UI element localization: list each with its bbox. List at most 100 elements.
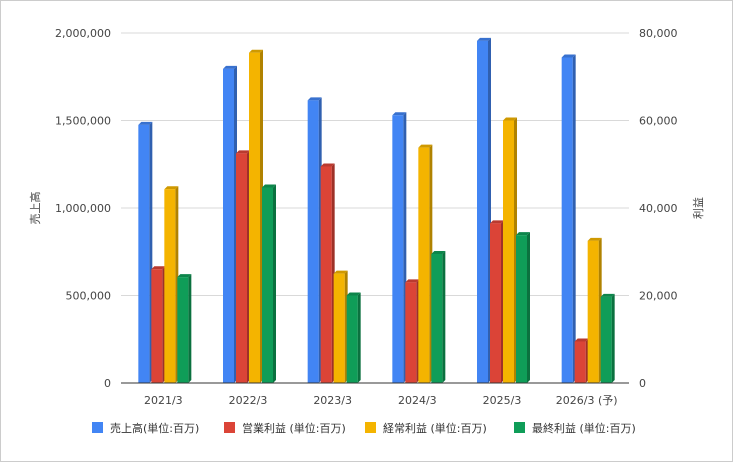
- bar-face: [236, 153, 247, 383]
- bar: [600, 293, 615, 383]
- category-label: 2026/3 (予): [556, 394, 618, 407]
- legend-item: 売上高(単位:百万): [92, 421, 199, 435]
- bar: [223, 65, 237, 383]
- bar: [477, 37, 491, 383]
- bar: [236, 150, 250, 383]
- category-labels: 2021/3 2022/3 2023/3 2024/3 2025/3 2026/3 (予): [144, 394, 618, 407]
- bar: [392, 112, 407, 383]
- bar: [405, 279, 420, 383]
- legend-swatch: [224, 422, 235, 433]
- bar-top: [320, 163, 335, 167]
- bar: [320, 163, 335, 383]
- bar: [177, 274, 192, 383]
- bar-side: [611, 293, 615, 383]
- left-tick-label: 1,000,000: [55, 202, 111, 215]
- left-axis-title: 売上高: [28, 192, 42, 225]
- bar-top: [574, 338, 589, 342]
- bar: [249, 49, 263, 383]
- left-tick-label: 500,000: [66, 290, 112, 303]
- bar-face: [490, 223, 501, 383]
- bar-face: [418, 147, 430, 383]
- bar-side: [442, 250, 446, 383]
- bar: [561, 54, 576, 383]
- bar-face: [138, 124, 150, 383]
- bar-top: [262, 184, 276, 188]
- bar-top: [177, 274, 192, 278]
- legend-label: 営業利益 (単位:百万): [242, 421, 346, 435]
- category-label: 2022/3: [229, 394, 268, 407]
- left-tick-label: 2,000,000: [55, 27, 111, 40]
- left-axis-ticks: 0 500,000 1,000,000 1,500,000 2,000,000: [55, 27, 111, 390]
- bar: [346, 292, 361, 383]
- bar-top: [333, 270, 348, 274]
- bar-top: [490, 220, 504, 224]
- bar-face: [307, 100, 319, 383]
- bar-top: [561, 54, 576, 58]
- right-tick-label: 0: [639, 377, 646, 390]
- category-label: 2021/3: [144, 394, 183, 407]
- bar-top: [431, 250, 446, 254]
- legend-item: 最終利益 (単位:百万): [514, 421, 636, 435]
- legend-label: 最終利益 (単位:百万): [532, 421, 636, 435]
- bar-top: [151, 266, 166, 270]
- category-label: 2024/3: [398, 394, 437, 407]
- bar-face: [587, 240, 599, 383]
- bar-face: [600, 296, 612, 383]
- bar-face: [164, 189, 176, 383]
- bar: [151, 266, 166, 383]
- left-tick-label: 0: [104, 377, 111, 390]
- bar: [431, 250, 446, 383]
- legend-label: 売上高(単位:百万): [110, 421, 199, 435]
- bars: [138, 37, 615, 383]
- legend: 売上高(単位:百万) 営業利益 (単位:百万) 経常利益 (単位:百万) 最終利益 (…: [92, 421, 636, 435]
- bar: [307, 97, 322, 383]
- gridlines: [121, 32, 629, 296]
- bar-side: [188, 274, 192, 383]
- bar-face: [561, 57, 573, 383]
- category-label: 2023/3: [313, 394, 352, 407]
- bar: [574, 338, 589, 383]
- bar: [587, 237, 602, 383]
- bar-side: [527, 232, 530, 383]
- bar: [516, 232, 530, 383]
- legend-swatch: [514, 422, 525, 433]
- bar-side: [572, 54, 576, 383]
- bar: [490, 220, 504, 383]
- bar-top: [405, 279, 420, 283]
- right-tick-label: 20,000: [639, 290, 678, 303]
- bar-face: [392, 115, 404, 383]
- legend-label: 経常利益 (単位:百万): [383, 421, 487, 435]
- bar-face: [574, 341, 586, 383]
- bar-top: [236, 150, 250, 154]
- bar-face: [503, 120, 514, 383]
- bar-face: [346, 295, 358, 383]
- bar-face: [431, 253, 443, 383]
- right-axis-title: 利益: [691, 197, 705, 219]
- bar-face: [405, 282, 417, 383]
- bar-top: [392, 112, 407, 116]
- bar-face: [477, 40, 488, 383]
- bar: [418, 144, 433, 383]
- bar-top: [223, 65, 237, 69]
- bar-face: [320, 166, 332, 383]
- bar-face: [151, 269, 163, 383]
- bar: [164, 186, 179, 383]
- bar-side: [357, 292, 361, 383]
- right-axis-ticks: 0 20,000 40,000 60,000 80,000: [639, 27, 678, 390]
- category-label: 2025/3: [483, 394, 522, 407]
- bar-face: [333, 273, 345, 383]
- bar-top: [503, 117, 517, 121]
- right-tick-label: 40,000: [639, 202, 678, 215]
- legend-item: 営業利益 (単位:百万): [224, 421, 346, 435]
- bar: [138, 121, 153, 383]
- bar: [333, 270, 348, 383]
- bar-face: [249, 52, 260, 383]
- bar-top: [587, 237, 602, 241]
- bar-top: [600, 293, 615, 297]
- bar-top: [516, 232, 530, 236]
- right-tick-label: 60,000: [639, 115, 678, 128]
- bar-face: [223, 68, 234, 383]
- left-tick-label: 1,500,000: [55, 115, 111, 128]
- legend-swatch: [92, 422, 103, 433]
